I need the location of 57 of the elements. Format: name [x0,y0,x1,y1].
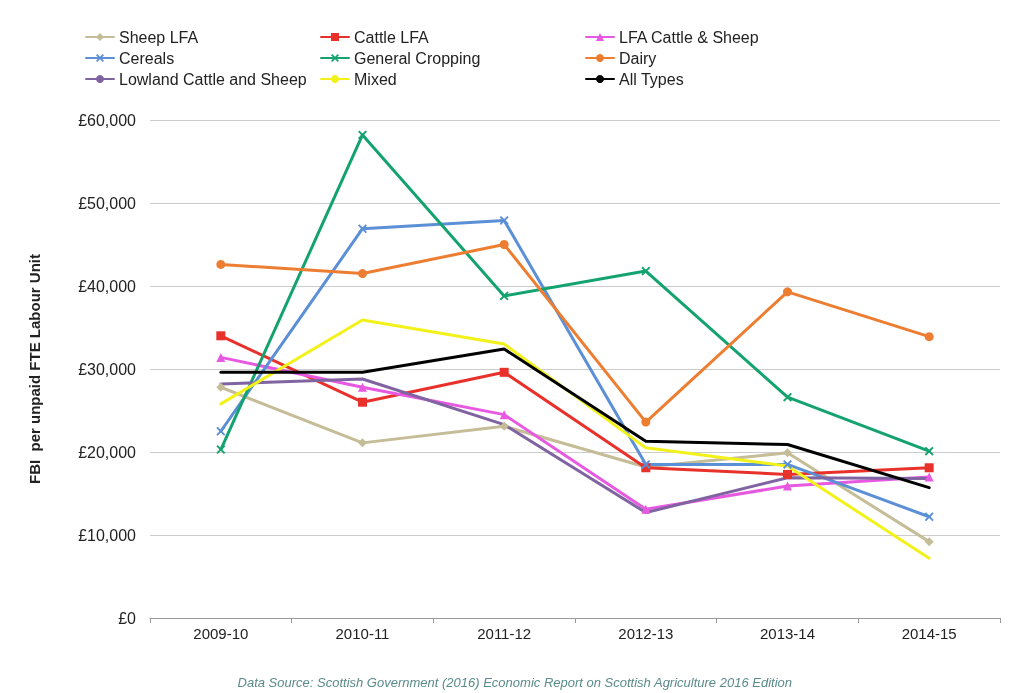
point [358,382,367,392]
y-tick-label: £40,000 [78,277,137,295]
point [924,537,934,547]
point [924,463,934,473]
point [924,332,934,342]
x-tick-label: 2010-11 [335,625,390,642]
point [641,266,651,276]
legend-label: Cereals [119,49,175,67]
line-series [219,347,931,490]
x-tick-label: 2011-12 [477,625,532,642]
point [783,469,792,479]
point [641,504,651,514]
line-series [219,318,931,560]
y-tick-label: £20,000 [78,443,137,461]
legend-label: Mixed [354,70,397,88]
legend-label: LFA Cattle & Sheep [619,28,759,46]
legend-label: General Cropping [354,49,481,67]
point [358,397,367,407]
x-tick-label: 2014-15 [901,625,957,642]
x-tick-label: 2013-14 [759,625,816,642]
y-tick-label: £30,000 [78,360,137,378]
point [358,224,367,234]
legend-label: All Types [619,70,684,88]
point [783,459,792,469]
point [216,352,226,362]
point [358,438,367,448]
point [358,269,367,279]
y-tick-label: £10,000 [78,526,137,544]
point [783,481,792,491]
point [216,382,226,392]
point [783,392,792,402]
point [641,417,651,427]
y-tick-label: £50,000 [78,194,137,212]
x-tick-label: 2009-10 [193,625,249,642]
y-tick-label: £0 [118,609,137,627]
point [783,448,792,458]
source-note: Data Source: Scottish Government (2016) Economic Report on Scottish Agriculture 2016 Edition [237,675,792,690]
legend-label: Dairy [619,49,657,67]
point [216,426,226,436]
point [924,446,934,456]
point [499,410,509,420]
point [499,240,509,249]
point [499,291,509,301]
point [216,259,226,269]
point [783,287,792,297]
y-axis-title: FBI per unpaid FTE Labour Unit [26,254,43,484]
legend-label: Cattle LFA [354,28,430,46]
legend-label: Sheep LFA [119,28,199,46]
legend-label: Lowland Cattle and Sheep [119,70,307,88]
y-tick-label: £60,000 [78,111,137,129]
point [216,331,226,341]
point [499,367,509,377]
x-tick-label: 2012-13 [618,625,674,642]
point [216,445,226,455]
point [499,215,509,225]
point [499,421,509,431]
point [924,512,934,522]
